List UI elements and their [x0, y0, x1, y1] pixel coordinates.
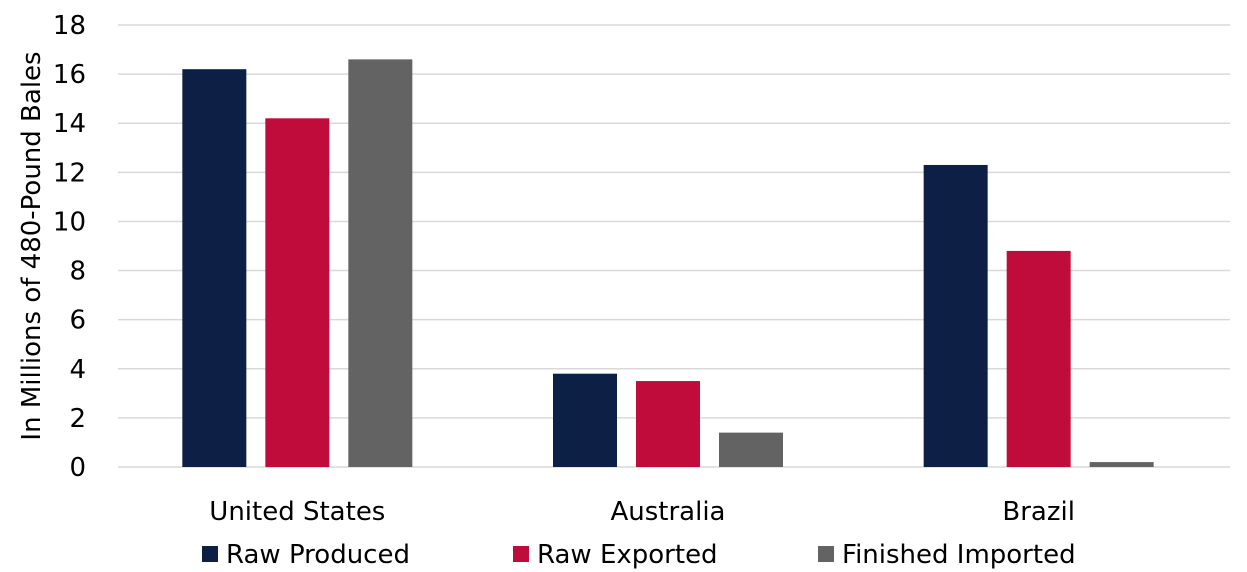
y-tick-label: 6 [69, 306, 86, 336]
legend-swatch-raw-produced [202, 546, 218, 562]
y-tick-label: 12 [53, 158, 86, 188]
bar-raw-exported-brazil [1006, 250, 1071, 467]
bar-finished-imported-brazil [1089, 462, 1154, 467]
y-axis-ticks: 0 2 4 6 8 10 12 14 16 18 [53, 11, 86, 483]
legend: Raw Produced Raw Exported Finished Importe… [202, 540, 1076, 570]
y-tick-label: 4 [69, 355, 86, 385]
bar-finished-imported-united-states [348, 59, 413, 467]
x-category-label: Brazil [1002, 497, 1075, 527]
x-category-label: United States [209, 497, 385, 527]
x-category-label: Australia [610, 497, 725, 527]
y-tick-label: 16 [53, 60, 86, 90]
legend-swatch-raw-exported [513, 546, 529, 562]
bar-raw-produced-brazil [923, 164, 988, 467]
bar-raw-exported-australia [636, 381, 700, 467]
legend-swatch-finished-imported [818, 546, 834, 562]
bar-finished-imported-australia [719, 432, 783, 467]
y-axis-title: In Millions of 480-Pound Bales [17, 51, 47, 440]
y-tick-label: 14 [53, 109, 86, 139]
bars [182, 59, 1154, 468]
legend-label: Raw Exported [537, 540, 718, 570]
bar-raw-produced-australia [553, 373, 617, 467]
y-tick-label: 0 [69, 453, 86, 483]
legend-label: Raw Produced [226, 540, 410, 570]
y-tick-label: 10 [53, 207, 86, 237]
bar-raw-exported-united-states [265, 118, 330, 468]
bar-raw-produced-united-states [182, 69, 247, 467]
y-tick-label: 18 [53, 11, 86, 41]
y-tick-label: 8 [69, 257, 86, 287]
y-tick-label: 2 [69, 404, 86, 434]
legend-label: Finished Imported [842, 540, 1076, 570]
x-axis-categories: United States Australia Brazil [209, 497, 1075, 527]
